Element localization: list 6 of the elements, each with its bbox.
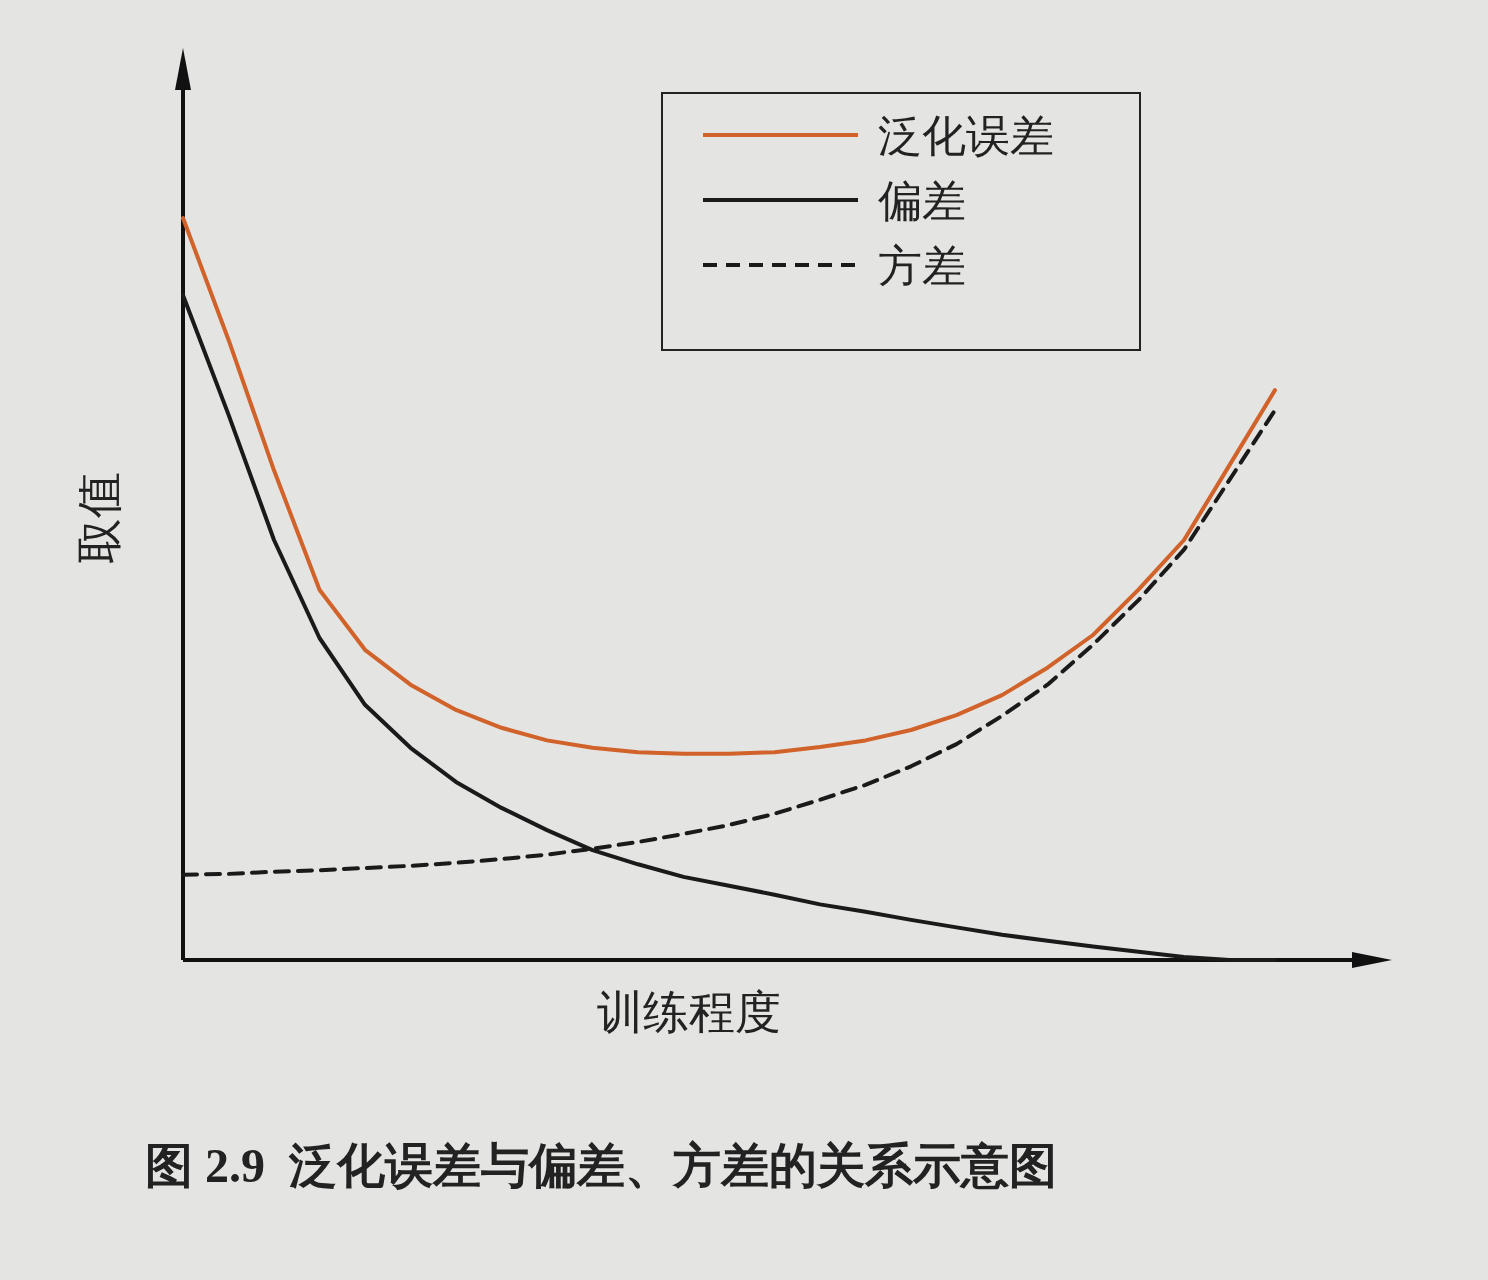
x-axis-title: 训练程度: [597, 987, 781, 1038]
caption: 图 2.9 泛化误差与偏差、方差的关系示意图: [145, 1139, 1057, 1192]
legend-label: 方差: [878, 242, 966, 291]
legend-label: 偏差: [878, 177, 966, 226]
y-axis-title: 取值: [74, 472, 125, 564]
legend-label: 泛化误差: [878, 112, 1054, 161]
